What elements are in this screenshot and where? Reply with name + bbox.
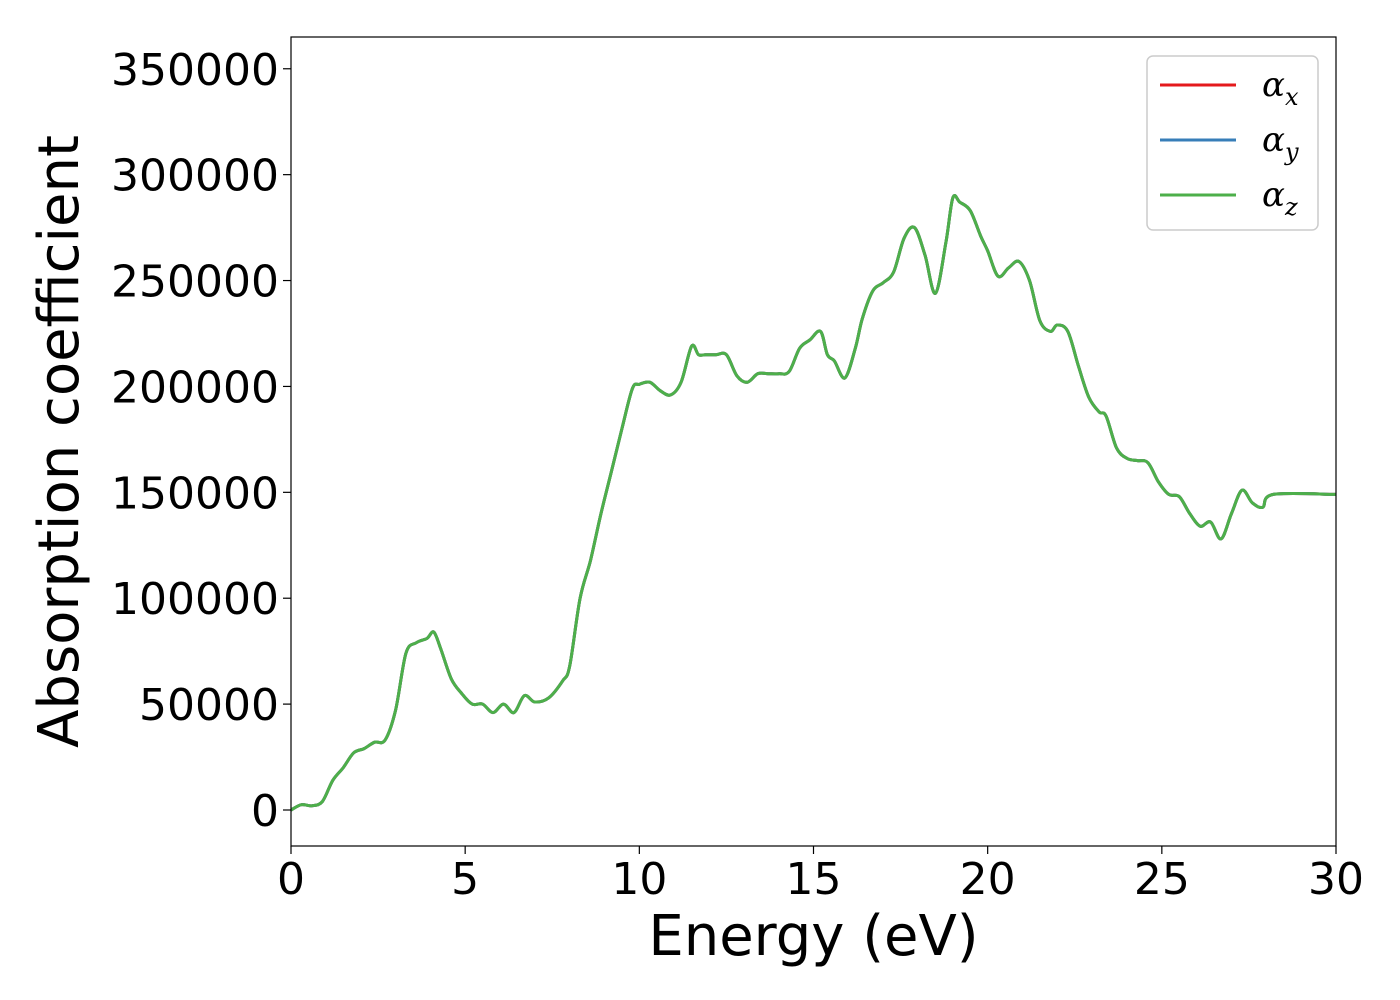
legend-label-y: αy bbox=[1262, 120, 1299, 166]
y-axis: 0 50000 100000 150000 200000 250000 300000 3500… bbox=[111, 45, 291, 837]
x-axis: 0 5 10 15 20 25 30 bbox=[277, 846, 1364, 905]
y-tick-label: 100000 bbox=[111, 574, 279, 625]
y-tick-label: 200000 bbox=[111, 362, 279, 413]
series-line-y bbox=[291, 193, 1336, 812]
x-tick-label: 0 bbox=[277, 854, 305, 905]
y-tick-label: 0 bbox=[251, 786, 279, 837]
legend-box bbox=[1146, 55, 1319, 231]
x-axis-title: Energy (eV) bbox=[648, 904, 978, 969]
x-tick-label: 20 bbox=[960, 854, 1016, 905]
x-tick-label: 15 bbox=[786, 854, 842, 905]
series-line-x bbox=[291, 193, 1336, 812]
x-tick-label: 30 bbox=[1308, 854, 1364, 905]
x-tick-label: 10 bbox=[611, 854, 667, 905]
x-tick-label: 25 bbox=[1134, 854, 1190, 905]
legend-label-z: αz bbox=[1262, 175, 1298, 221]
legend-label-x: αx bbox=[1262, 65, 1299, 111]
y-tick-label: 50000 bbox=[139, 680, 279, 731]
y-axis-title: Absorption coefficient bbox=[27, 135, 92, 748]
y-tick-label: 300000 bbox=[111, 151, 279, 202]
series-line-z bbox=[291, 193, 1336, 812]
y-tick-label: 150000 bbox=[111, 468, 279, 519]
legend: αx αy αz bbox=[1146, 55, 1319, 231]
x-tick-label: 5 bbox=[451, 854, 479, 905]
y-tick-label: 350000 bbox=[111, 45, 279, 96]
y-tick-label: 250000 bbox=[111, 257, 279, 308]
